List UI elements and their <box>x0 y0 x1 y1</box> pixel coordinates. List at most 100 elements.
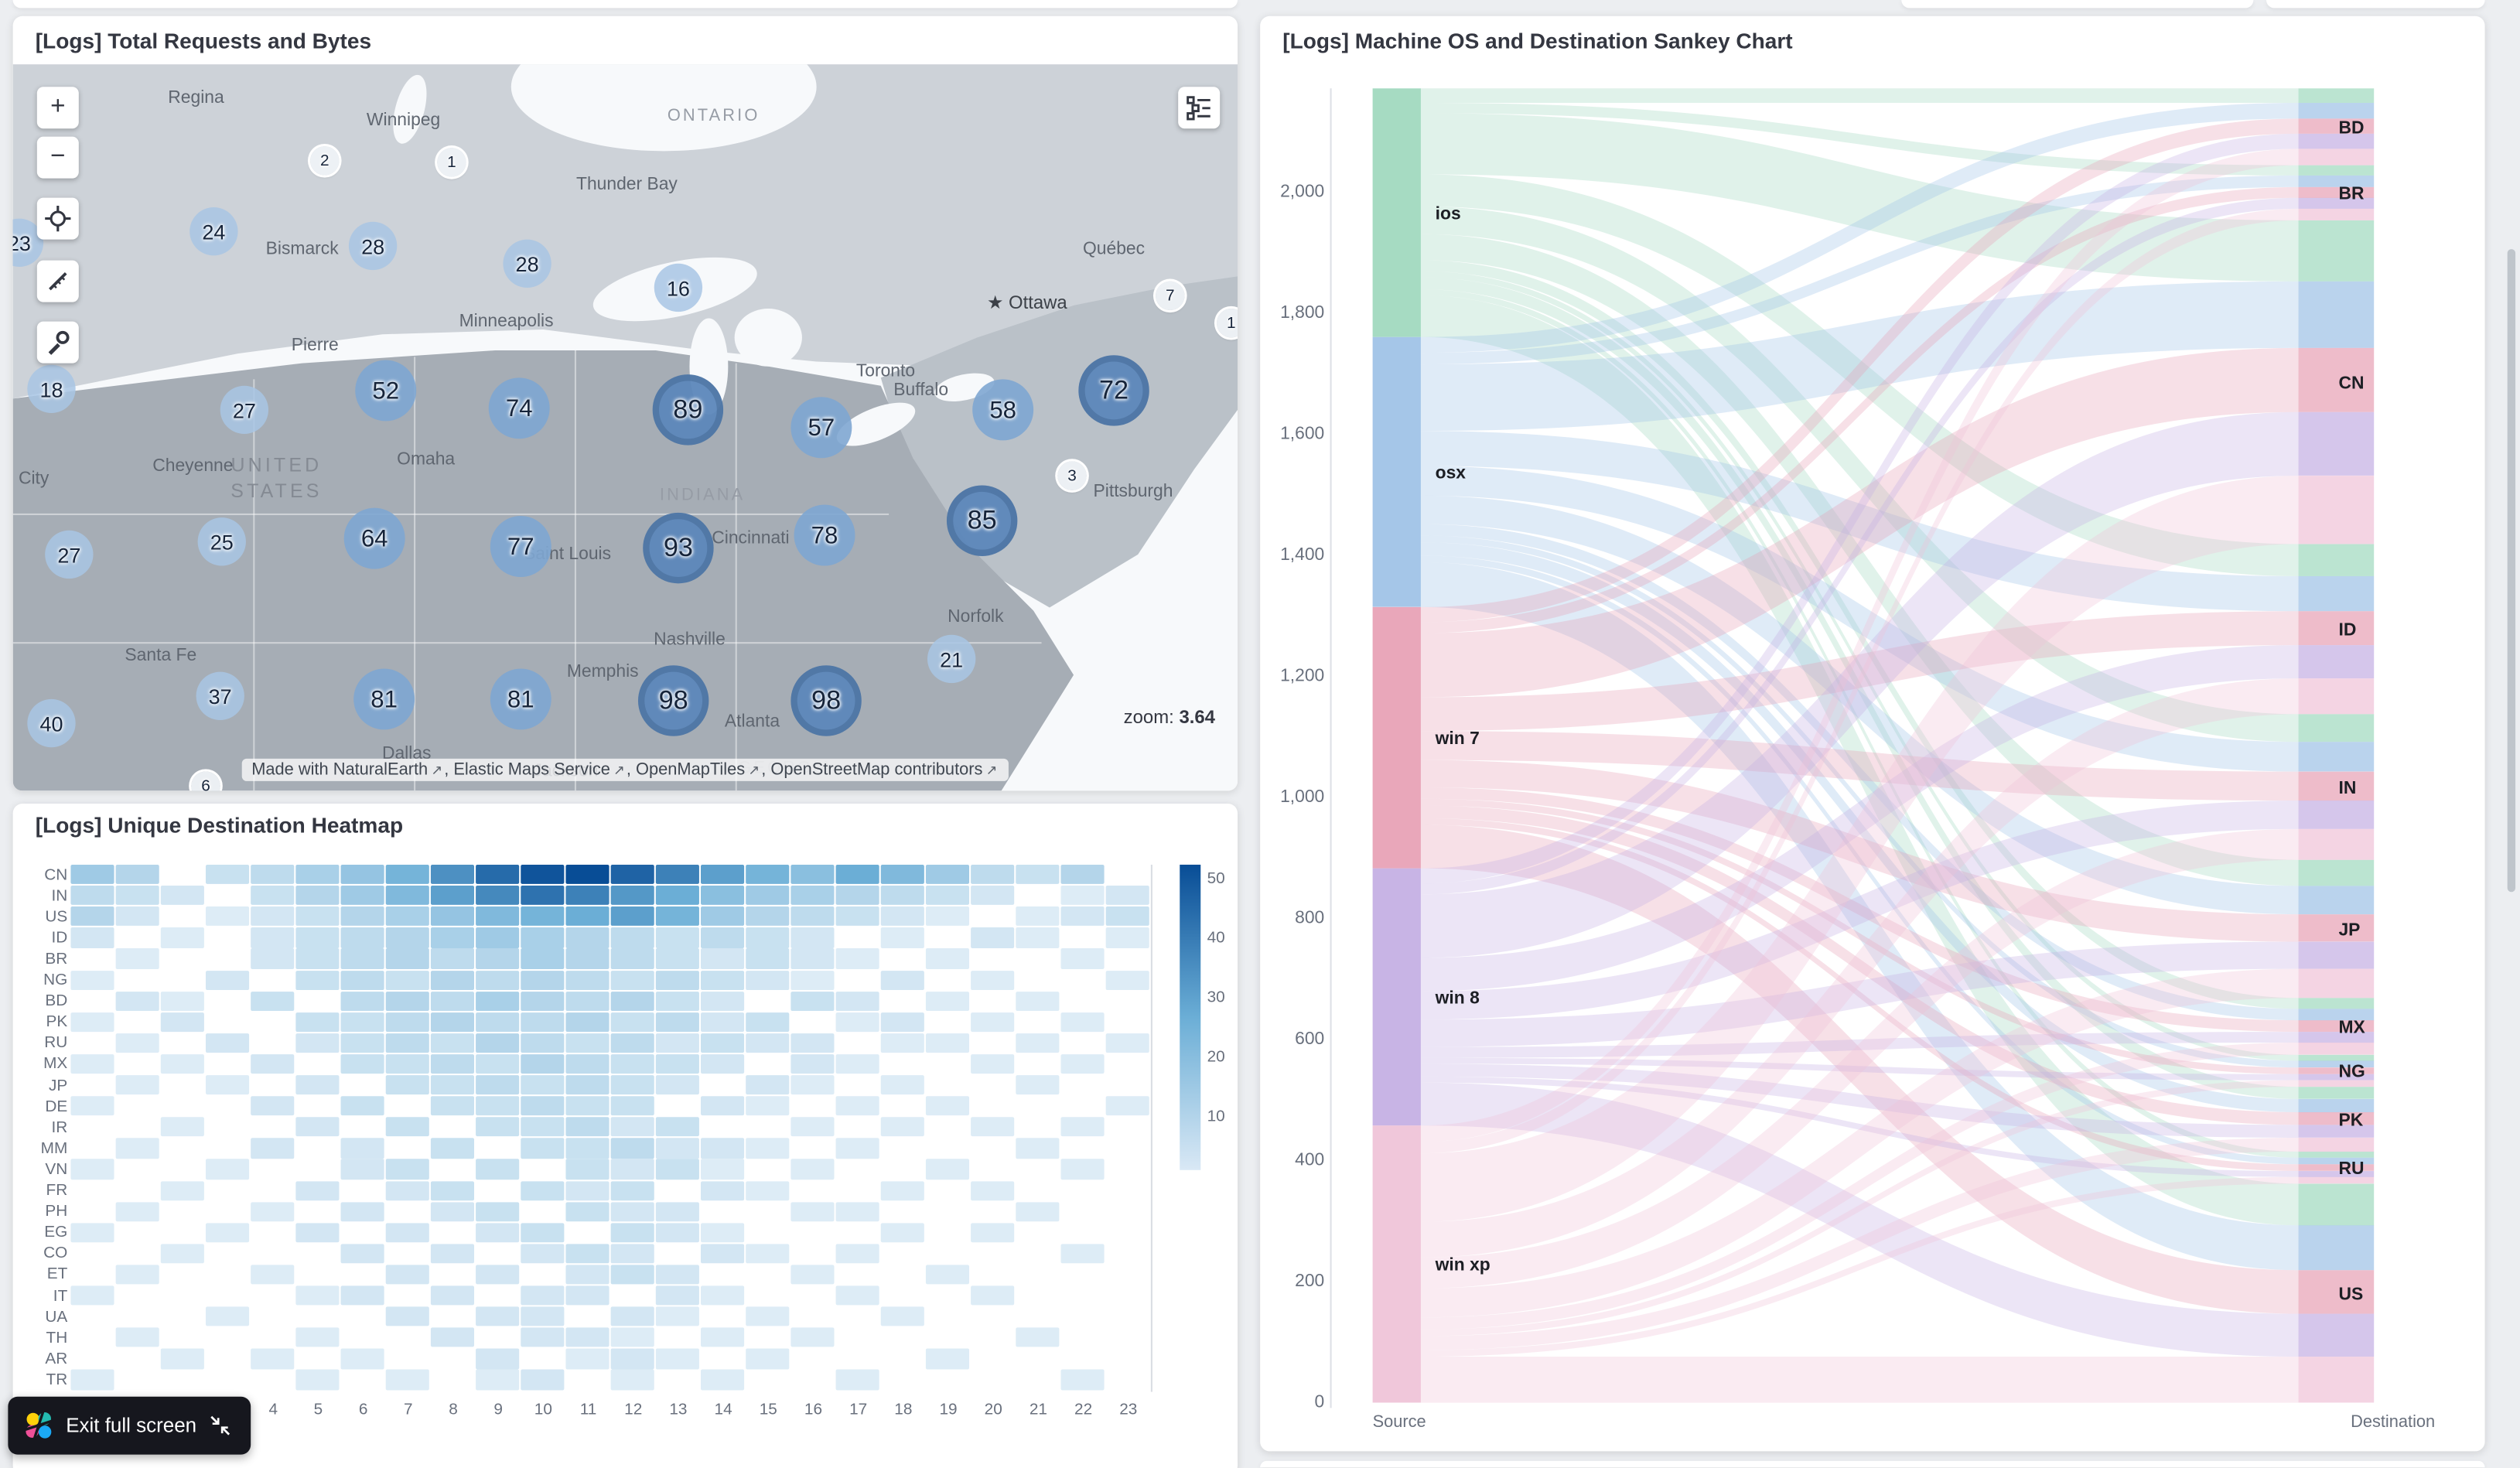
heatmap-cell[interactable] <box>701 1096 745 1116</box>
heatmap-cell[interactable] <box>565 1180 610 1200</box>
heatmap-cell[interactable] <box>1060 1012 1105 1033</box>
heatmap-cell[interactable] <box>115 1327 159 1348</box>
heatmap-cell[interactable] <box>655 927 699 948</box>
heatmap-cell[interactable] <box>1016 906 1060 927</box>
heatmap-cell[interactable] <box>925 906 970 927</box>
heatmap-cell[interactable] <box>70 906 114 927</box>
heatmap-cell[interactable] <box>295 1033 340 1053</box>
heatmap-cell[interactable] <box>925 1159 970 1180</box>
heatmap-cell[interactable] <box>925 864 970 885</box>
heatmap-cell[interactable] <box>565 1243 610 1264</box>
heatmap-cell[interactable] <box>205 1033 250 1053</box>
heatmap-cell[interactable] <box>385 864 429 885</box>
heatmap-cell[interactable] <box>655 1201 699 1222</box>
heatmap-cell[interactable] <box>160 1117 204 1138</box>
heatmap-cell[interactable] <box>746 1180 790 1200</box>
heatmap-cell[interactable] <box>476 906 520 927</box>
heatmap-cell[interactable] <box>340 1285 384 1306</box>
heatmap-cell[interactable] <box>746 1349 790 1369</box>
heatmap-cell[interactable] <box>115 1265 159 1285</box>
heatmap-cell[interactable] <box>701 886 745 906</box>
heatmap-cell[interactable] <box>205 1159 250 1180</box>
heatmap-cell[interactable] <box>565 1096 610 1116</box>
heatmap-cell[interactable] <box>115 864 159 885</box>
heatmap-cell[interactable] <box>1060 1159 1105 1180</box>
heatmap-cell[interactable] <box>880 864 924 885</box>
heatmap-cell[interactable] <box>340 864 384 885</box>
heatmap-cell[interactable] <box>385 1033 429 1053</box>
heatmap-cell[interactable] <box>610 1349 654 1369</box>
heatmap-cell[interactable] <box>340 1138 384 1159</box>
heatmap-cell[interactable] <box>430 1180 475 1200</box>
heatmap-cell[interactable] <box>565 927 610 948</box>
heatmap-cell[interactable] <box>521 927 565 948</box>
heatmap-cell[interactable] <box>610 1327 654 1348</box>
heatmap-cell[interactable] <box>790 948 835 969</box>
heatmap-cell[interactable] <box>340 1201 384 1222</box>
heatmap-cell[interactable] <box>476 927 520 948</box>
heatmap-cell[interactable] <box>880 1222 924 1243</box>
map-cluster-marker[interactable]: 64 <box>343 507 405 569</box>
heatmap-cell[interactable] <box>925 886 970 906</box>
heatmap-cell[interactable] <box>430 1285 475 1306</box>
map-cluster-marker[interactable]: 98 <box>790 665 862 736</box>
heatmap-cell[interactable] <box>385 948 429 969</box>
heatmap-cell[interactable] <box>701 906 745 927</box>
heatmap-cell[interactable] <box>655 991 699 1011</box>
heatmap-cell[interactable] <box>701 948 745 969</box>
heatmap-cell[interactable] <box>521 1138 565 1159</box>
heatmap-cell[interactable] <box>521 906 565 927</box>
heatmap-cell[interactable] <box>1105 927 1149 948</box>
heatmap-cell[interactable] <box>880 1033 924 1053</box>
heatmap-cell[interactable] <box>610 1306 654 1327</box>
map-zoom-out-button[interactable]: − <box>36 136 79 179</box>
heatmap-cell[interactable] <box>1060 948 1105 969</box>
heatmap-cell[interactable] <box>115 1138 159 1159</box>
heatmap-cell[interactable] <box>1016 1138 1060 1159</box>
heatmap-cell[interactable] <box>701 1222 745 1243</box>
heatmap-cell[interactable] <box>565 1117 610 1138</box>
heatmap-cell[interactable] <box>610 1033 654 1053</box>
heatmap-cell[interactable] <box>385 906 429 927</box>
heatmap-cell[interactable] <box>430 1012 475 1033</box>
map-cluster-marker[interactable]: 85 <box>946 485 1018 556</box>
heatmap-cell[interactable] <box>430 864 475 885</box>
heatmap-cell[interactable] <box>701 1243 745 1264</box>
heatmap-cell[interactable] <box>835 886 879 906</box>
heatmap-cell[interactable] <box>746 1138 790 1159</box>
heatmap-cell[interactable] <box>1016 1327 1060 1348</box>
heatmap-cell[interactable] <box>205 970 250 990</box>
heatmap-cell[interactable] <box>160 1012 204 1033</box>
heatmap-cell[interactable] <box>1060 1370 1105 1390</box>
heatmap-cell[interactable] <box>790 864 835 885</box>
heatmap-cell[interactable] <box>340 1053 384 1074</box>
heatmap-cell[interactable] <box>565 886 610 906</box>
heatmap-cell[interactable] <box>835 864 879 885</box>
heatmap-cell[interactable] <box>385 1159 429 1180</box>
heatmap-cell[interactable] <box>115 991 159 1011</box>
heatmap-cell[interactable] <box>1016 991 1060 1011</box>
heatmap-cell[interactable] <box>476 1159 520 1180</box>
heatmap-cell[interactable] <box>1105 906 1149 927</box>
heatmap-cell[interactable] <box>971 1222 1015 1243</box>
heatmap-cell[interactable] <box>880 1180 924 1200</box>
heatmap-cell[interactable] <box>476 1075 520 1095</box>
heatmap-cell[interactable] <box>701 970 745 990</box>
heatmap-cell[interactable] <box>1105 970 1149 990</box>
heatmap-cell[interactable] <box>610 1243 654 1264</box>
heatmap-cell[interactable] <box>701 1159 745 1180</box>
heatmap-cell[interactable] <box>385 886 429 906</box>
heatmap-cell[interactable] <box>610 970 654 990</box>
heatmap-cell[interactable] <box>70 970 114 990</box>
heatmap-cell[interactable] <box>835 906 879 927</box>
map-cluster-marker[interactable]: 28 <box>348 221 398 271</box>
heatmap-cell[interactable] <box>115 906 159 927</box>
heatmap-cell[interactable] <box>835 1370 879 1390</box>
heatmap-cell[interactable] <box>701 1033 745 1053</box>
heatmap-cell[interactable] <box>340 991 384 1011</box>
heatmap-cell[interactable] <box>610 1180 654 1200</box>
heatmap-cell[interactable] <box>205 906 250 927</box>
heatmap-cell[interactable] <box>1060 886 1105 906</box>
map-cluster-marker[interactable]: 57 <box>790 397 852 459</box>
heatmap-cell[interactable] <box>880 927 924 948</box>
